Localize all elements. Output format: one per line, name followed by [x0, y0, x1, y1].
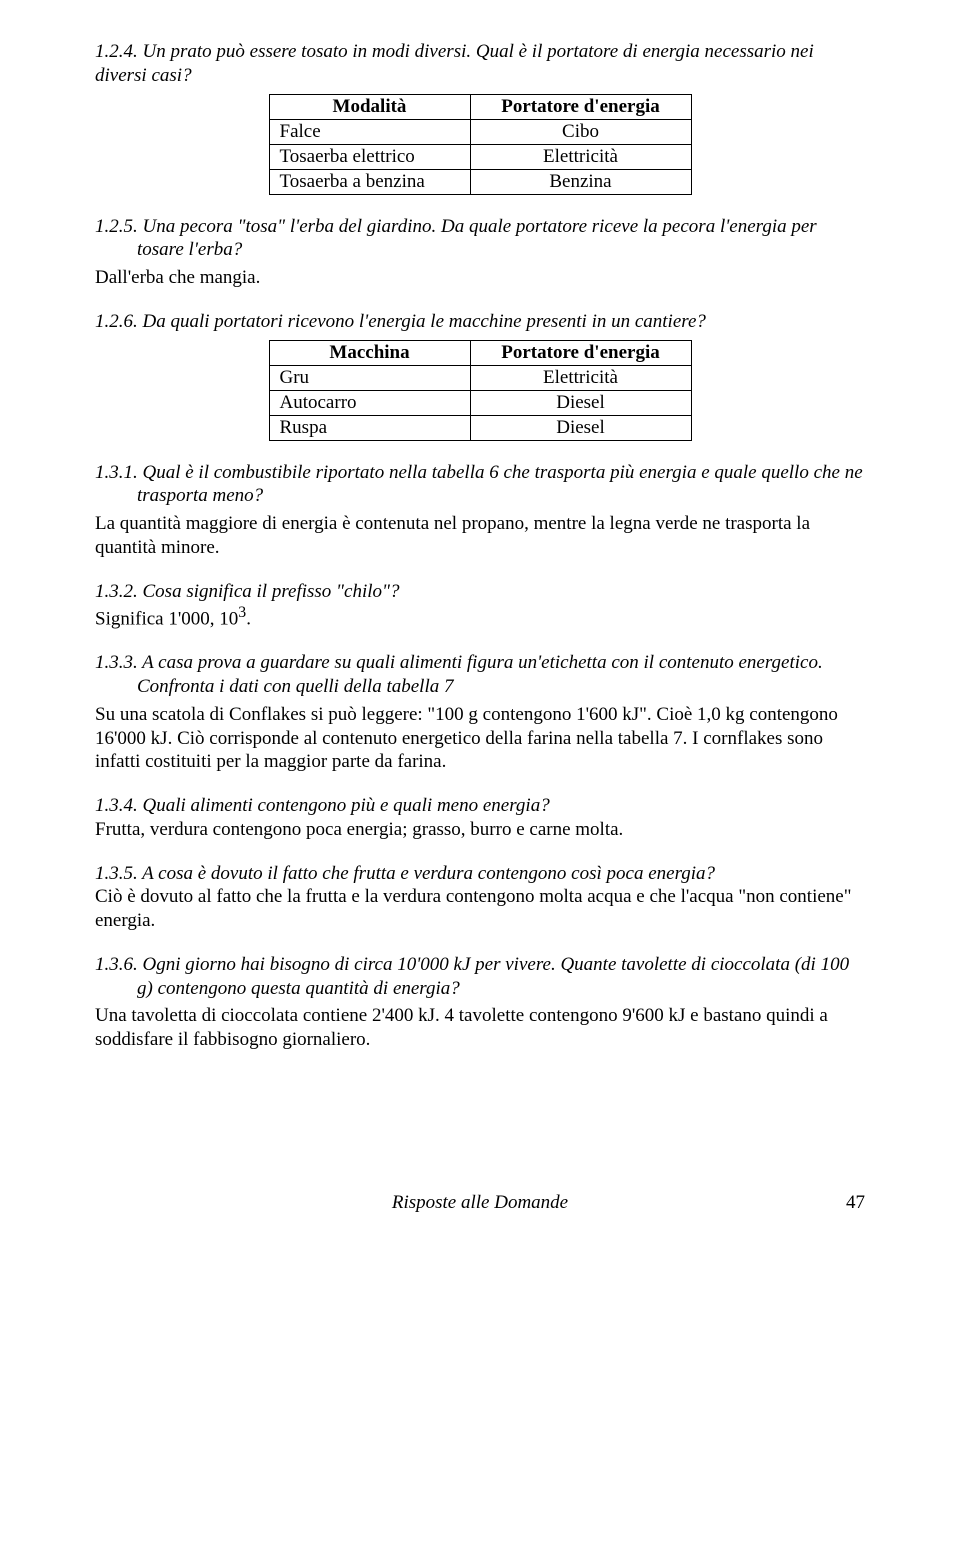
footer-title: Risposte alle Domande — [392, 1192, 568, 1213]
question-text: 1.2.6. Da quali portatori ricevono l'ene… — [95, 310, 865, 334]
table-cell: Cibo — [470, 119, 691, 144]
answer-text: Frutta, verdura contengono poca energia;… — [95, 818, 865, 842]
question-text: 1.3.6. Ogni giorno hai bisogno di circa … — [95, 953, 865, 1001]
question-1-2-4: 1.2.4. Un prato può essere tosato in mod… — [95, 40, 865, 195]
question-text: 1.3.4. Quali alimenti contengono più e q… — [95, 794, 865, 818]
question-1-3-1: 1.3.1. Qual è il combustibile riportato … — [95, 461, 865, 560]
table-1-2-4: Modalità Portatore d'energia Falce Cibo … — [269, 94, 692, 195]
table-cell: Falce — [269, 119, 470, 144]
table-1-2-6: Macchina Portatore d'energia Gru Elettri… — [269, 340, 692, 441]
answer-text: Dall'erba che mangia. — [95, 266, 865, 290]
answer-text: Una tavoletta di cioccolata contiene 2'4… — [95, 1004, 865, 1052]
answer-text: Ciò è dovuto al fatto che la frutta e la… — [95, 885, 865, 933]
document-page: 1.2.4. Un prato può essere tosato in mod… — [0, 0, 960, 1244]
answer-text: La quantità maggiore di energia è conten… — [95, 512, 865, 560]
question-text: 1.3.1. Qual è il combustibile riportato … — [95, 461, 865, 509]
question-1-2-6: 1.2.6. Da quali portatori ricevono l'ene… — [95, 310, 865, 441]
answer-text: Su una scatola di Conflakes si può legge… — [95, 703, 865, 774]
question-1-3-4: 1.3.4. Quali alimenti contengono più e q… — [95, 794, 865, 842]
table-cell: Autocarro — [269, 390, 470, 415]
question-text: 1.3.5. A cosa è dovuto il fatto che frut… — [95, 862, 865, 886]
table-header: Portatore d'energia — [470, 340, 691, 365]
question-1-2-5: 1.2.5. Una pecora "tosa" l'erba del giar… — [95, 215, 865, 290]
table-cell: Tosaerba a benzina — [269, 169, 470, 194]
table-header: Portatore d'energia — [470, 94, 691, 119]
table-cell: Elettricità — [470, 144, 691, 169]
table-cell: Tosaerba elettrico — [269, 144, 470, 169]
page-number: 47 — [846, 1192, 865, 1214]
question-text: 1.3.2. Cosa significa il prefisso "chilo… — [95, 580, 865, 604]
question-1-3-6: 1.3.6. Ogni giorno hai bisogno di circa … — [95, 953, 865, 1052]
table-cell: Benzina — [470, 169, 691, 194]
page-footer: Risposte alle Domande 47 — [95, 1192, 865, 1214]
table-cell: Diesel — [470, 390, 691, 415]
table-cell: Diesel — [470, 415, 691, 440]
table-header: Modalità — [269, 94, 470, 119]
question-1-3-5: 1.3.5. A cosa è dovuto il fatto che frut… — [95, 862, 865, 933]
table-cell: Gru — [269, 365, 470, 390]
table-cell: Ruspa — [269, 415, 470, 440]
question-text: 1.2.5. Una pecora "tosa" l'erba del giar… — [95, 215, 865, 263]
table-header: Macchina — [269, 340, 470, 365]
answer-text: Significa 1'000, 103. — [95, 603, 865, 631]
question-1-3-2: 1.3.2. Cosa significa il prefisso "chilo… — [95, 580, 865, 632]
table-cell: Elettricità — [470, 365, 691, 390]
question-text: 1.2.4. Un prato può essere tosato in mod… — [95, 40, 865, 88]
question-1-3-3: 1.3.3. A casa prova a guardare su quali … — [95, 651, 865, 774]
question-text: 1.3.3. A casa prova a guardare su quali … — [95, 651, 865, 699]
